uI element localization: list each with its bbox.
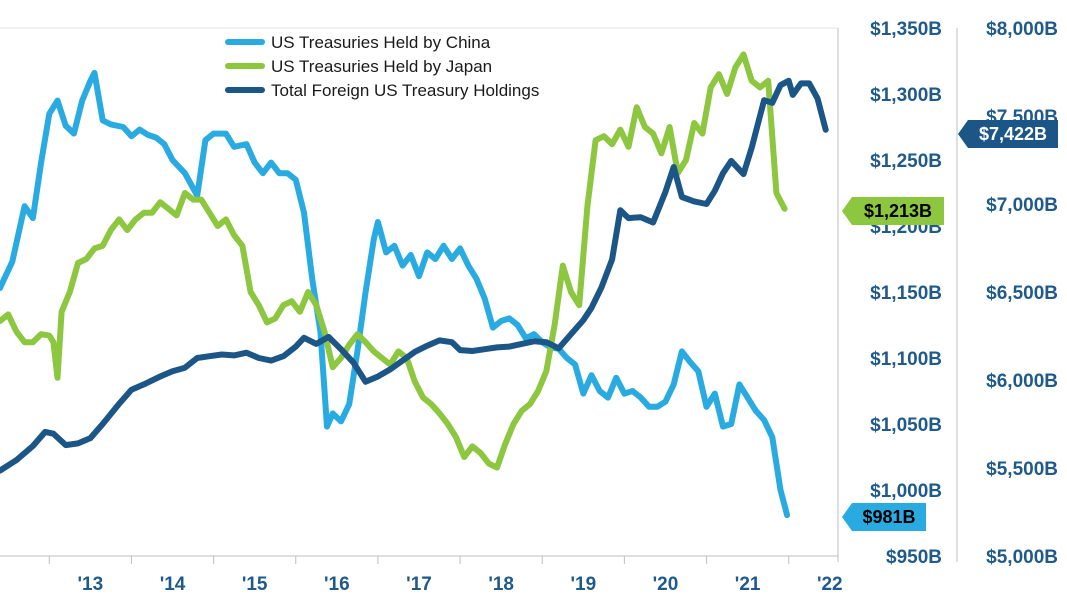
legend-label: US Treasuries Held by Japan [271, 57, 492, 76]
x-tick-label: '16 [324, 574, 350, 595]
right-axis-tick-label: $5,500B [986, 459, 1058, 480]
x-tick-label: '20 [653, 574, 679, 595]
right-axis-tick-label: $7,000B [986, 195, 1058, 216]
left-axis-tick-label: $1,350B [870, 19, 942, 40]
x-tick-label: '15 [242, 574, 268, 595]
right-axis-tick-label: $6,500B [986, 283, 1058, 304]
right-axis-tick-label: $8,000B [986, 19, 1058, 40]
legend: US Treasuries Held by China US Treasuries… [225, 33, 539, 100]
end-value-tag [958, 120, 1058, 148]
end-value-label: $1,213B [864, 201, 932, 221]
left-axis-tick-label: $1,050B [870, 415, 942, 436]
right-axis-tick-label: $6,000B [986, 371, 1058, 392]
x-tick-label: '18 [488, 574, 514, 595]
end-value-label: $981B [862, 507, 915, 527]
left-axis-tick-label: $1,250B [870, 151, 942, 172]
end-value-label: $7,422B [979, 124, 1047, 144]
left-axis-tick-label: $950B [886, 547, 942, 568]
left-axis-tick-label: $1,300B [870, 85, 942, 106]
callouts: $981B $1,213B $7,422B [842, 120, 1058, 531]
legend-label: Total Foreign US Treasury Holdings [271, 81, 539, 100]
x-tick-label: '14 [160, 574, 186, 595]
x-tick-label: '22 [817, 574, 843, 595]
x-tick-label: '13 [78, 574, 104, 595]
series-line-total-foreign-us-treasury-holdings [0, 77, 829, 474]
x-tick-label: '21 [735, 574, 761, 595]
x-tick-label: '19 [570, 574, 596, 595]
series-line-us-treasuries-held-by-japan [0, 51, 788, 471]
end-value-tag [842, 503, 926, 531]
axes: '13 '14 '15 '16 '17 '18 '19 '20 '21 '22 $950B $1,00… [0, 19, 1058, 595]
end-value-tag [842, 197, 944, 225]
right-axis-tick-label: $5,000B [986, 547, 1058, 568]
series-line-us-treasuries-held-by-china [0, 69, 791, 519]
x-tick-label: '17 [406, 574, 432, 595]
left-axis-tick-label: $1,100B [870, 349, 942, 370]
left-axis-tick-label: $1,150B [870, 283, 942, 304]
series-layer [0, 51, 829, 519]
legend-label: US Treasuries Held by China [271, 33, 491, 52]
left-axis-tick-label: $1,000B [870, 481, 942, 502]
